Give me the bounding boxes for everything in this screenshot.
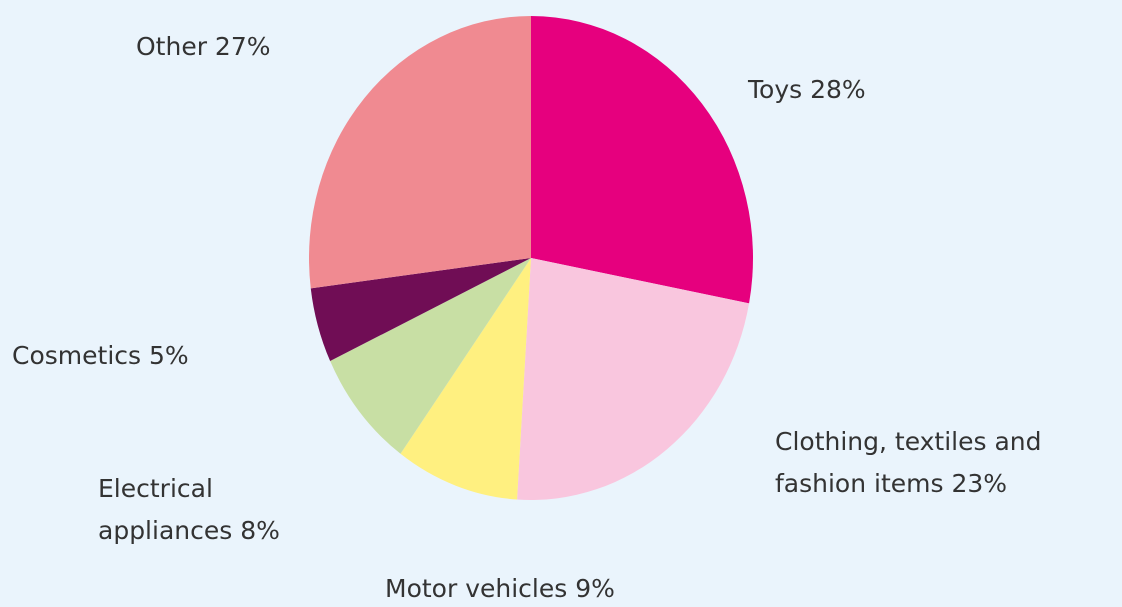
pie-slice — [400, 258, 531, 500]
slice-label: fashion items 23% — [775, 469, 1007, 498]
pie-slice — [309, 16, 531, 289]
slice-label: Motor vehicles 9% — [385, 574, 615, 603]
pie-slice — [531, 16, 754, 304]
slice-label: Other 27% — [136, 32, 271, 61]
pie-slice — [330, 258, 531, 454]
slice-label: appliances 8% — [98, 516, 280, 545]
slice-label: Clothing, textiles and — [775, 427, 1042, 456]
slice-label: Toys 28% — [747, 75, 866, 104]
slice-label: Electrical — [98, 474, 213, 503]
pie-slice — [517, 258, 750, 500]
pie-slice — [310, 258, 531, 362]
slice-label: Cosmetics 5% — [12, 341, 189, 370]
